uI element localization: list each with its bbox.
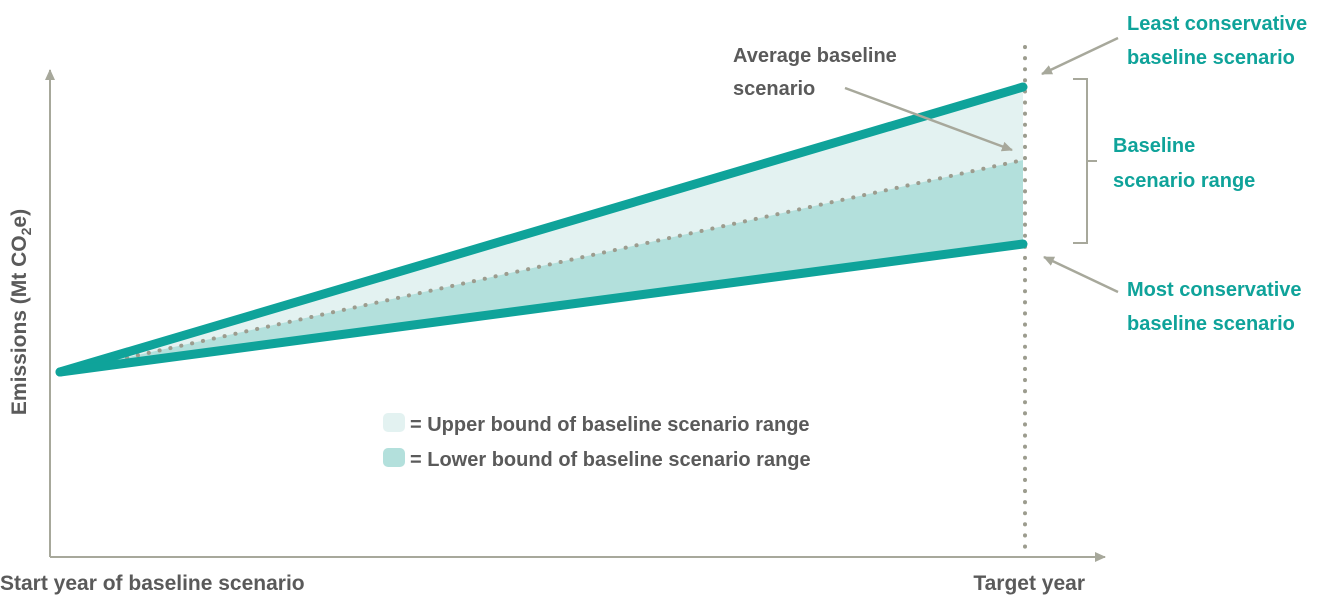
average-baseline-label: Average baseline scenario [733, 45, 902, 100]
average-baseline-pointer [844, 86, 1013, 152]
y-axis-label-subscript: 2 [18, 227, 34, 235]
least-conservative-label: Least conservative baseline scenario [1127, 13, 1313, 69]
range-bracket [1073, 78, 1097, 244]
legend-lower-swatch [383, 448, 405, 467]
x-axis-start-label: Start year of baseline scenario [0, 572, 305, 595]
x-axis-end-label: Target year [973, 572, 1085, 595]
least-conservative-pointer [1041, 36, 1119, 76]
range-label: Baseline scenario range [1113, 135, 1255, 192]
y-axis-label: Emissions (Mt CO2e) [8, 209, 34, 415]
average-baseline-line [60, 158, 1025, 374]
legend-lower-label: = Lower bound of baseline scenario range [410, 449, 811, 471]
legend-upper-label: = Upper bound of baseline scenario range [410, 414, 810, 436]
legend-upper-swatch [383, 413, 405, 432]
most-conservative-label: Most conservative baseline scenario [1127, 279, 1307, 335]
most-conservative-pointer [1043, 255, 1119, 294]
most-conservative-line [55, 239, 1028, 377]
legend: = Upper bound of baseline scenario range… [383, 413, 811, 471]
least-conservative-line [55, 82, 1028, 377]
